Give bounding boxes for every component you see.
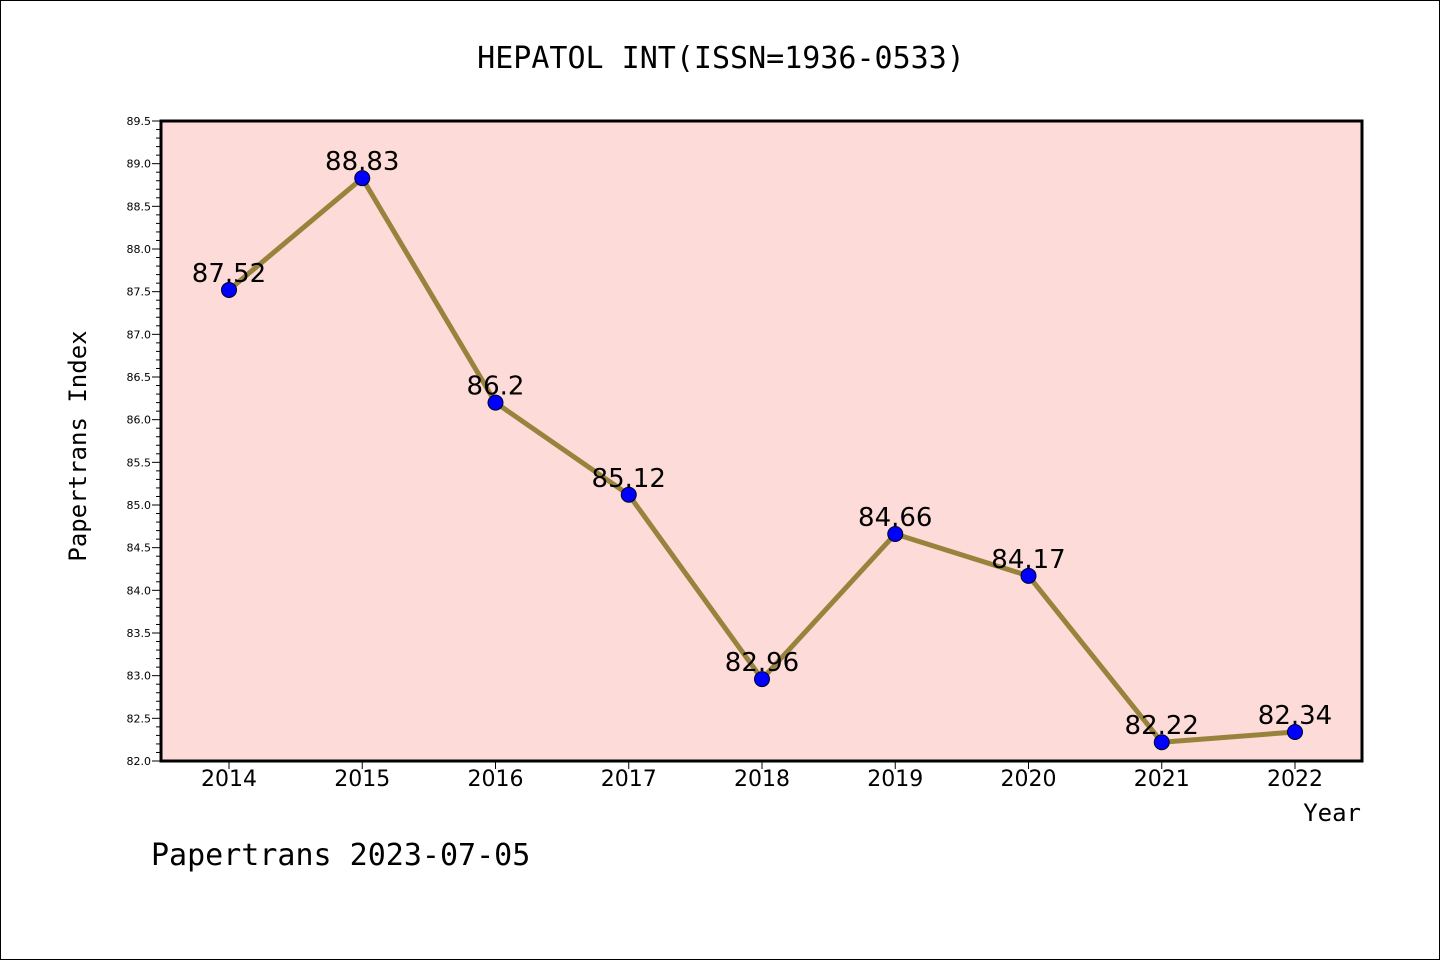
data-label: 88.83 (325, 147, 399, 177)
x-tick-label: 2022 (1267, 767, 1323, 792)
data-labels: 87.52 88.83 86.2 85.12 82.96 84.66 84.17 82.22 8… (192, 147, 1332, 741)
data-point (887, 526, 904, 543)
data-label: 86.2 (467, 372, 525, 402)
y-tick-label: 82.0 (127, 755, 152, 768)
data-label: 84.17 (991, 545, 1065, 575)
data-point (354, 170, 371, 187)
y-tick-label: 86.5 (127, 371, 152, 384)
x-tick-label: 2020 (1001, 767, 1057, 792)
data-label: 82.96 (725, 648, 799, 678)
x-tick-label: 2021 (1134, 767, 1190, 792)
data-label: 87.52 (192, 259, 266, 289)
y-tick-label: 84.0 (127, 584, 152, 597)
data-point (1287, 723, 1303, 740)
y-tick-label: 87.0 (127, 328, 152, 341)
data-label: 82.22 (1125, 711, 1199, 741)
y-tick-label: 82.5 (127, 712, 152, 725)
data-point (221, 281, 237, 298)
y-tick-label: 83.0 (127, 670, 152, 683)
y-tick-label: 85.0 (127, 499, 152, 512)
x-tick-label: 2017 (601, 767, 657, 792)
y-tick-label: 86.0 (127, 414, 152, 427)
y-tick-label: 84.5 (127, 542, 152, 555)
y-tick-label: 88.0 (127, 243, 152, 256)
x-tick-label: 2018 (734, 767, 790, 792)
data-label: 84.66 (858, 503, 932, 533)
series-layer (221, 170, 1303, 751)
data-point (1020, 567, 1037, 584)
x-tick-label: 2016 (468, 767, 524, 792)
y-tick-label: 87.5 (127, 286, 152, 299)
y-tick-label: 85.5 (127, 456, 152, 469)
y-tick-label: 88.5 (127, 200, 152, 213)
data-label: 85.12 (592, 464, 666, 494)
data-point (1153, 734, 1170, 751)
data-point (620, 486, 637, 503)
y-axis-label: Papertrans Index (64, 330, 92, 561)
x-tick-label: 2014 (201, 767, 257, 792)
x-tick-label: 2019 (867, 767, 923, 792)
chart-title: HEPATOL INT(ISSN=1936-0533) (477, 41, 965, 76)
data-label: 82.34 (1258, 701, 1332, 731)
y-tick-label: 89.0 (127, 158, 152, 171)
x-tick-label: 2015 (334, 767, 390, 792)
x-axis: 2014 2015 2016 2017 2018 2019 2020 2021 2022 (201, 761, 1323, 792)
footer-date: Papertrans 2023-07-05 (151, 838, 530, 873)
y-axis: 82.0 82.5 83.0 83.5 84.0 84.5 85.0 85.5 86.0 86.5… (127, 115, 161, 768)
plot-area (159, 119, 1364, 763)
data-point (487, 394, 504, 411)
y-tick-label: 89.5 (127, 115, 152, 128)
x-axis-label: Year (1303, 799, 1361, 827)
data-point (754, 671, 770, 688)
y-tick-label: 83.5 (127, 627, 152, 640)
